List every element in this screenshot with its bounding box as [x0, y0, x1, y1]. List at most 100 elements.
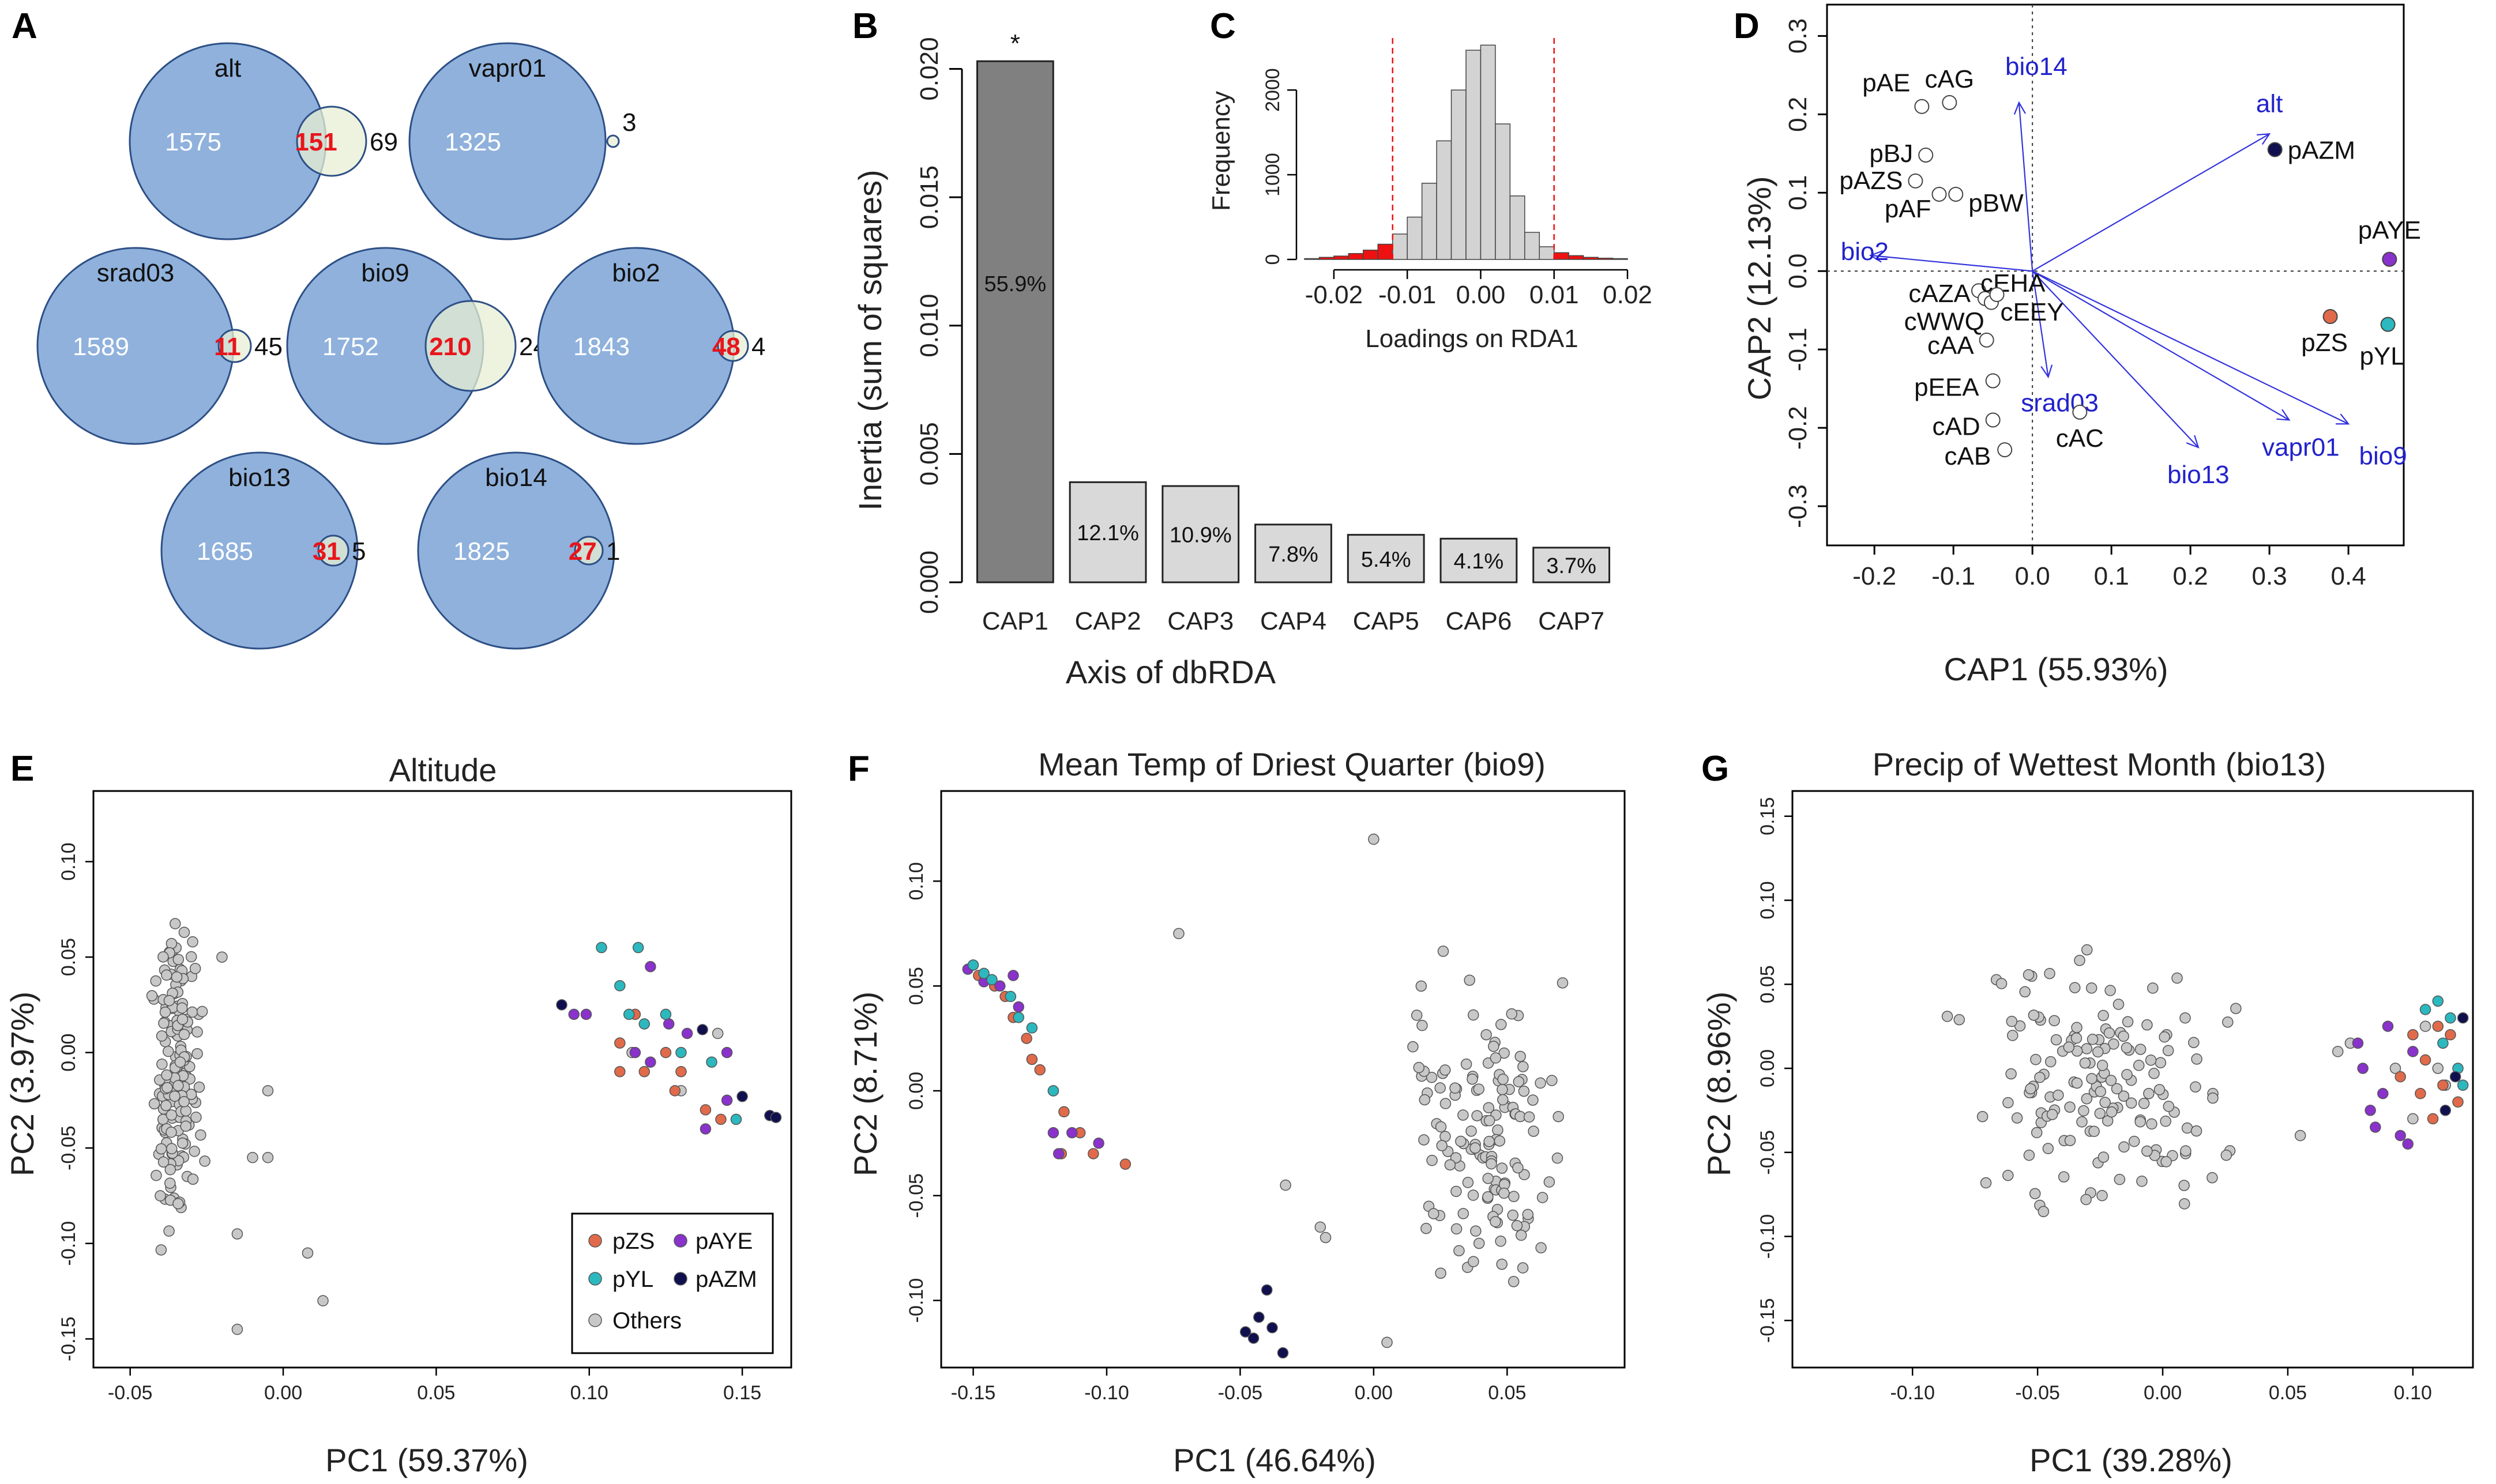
- chart-c-bin: [1318, 257, 1335, 260]
- chart-d-frame: [1826, 3, 2405, 547]
- chart-e-point-others: [190, 1112, 202, 1123]
- chart-e-point-others: [199, 1155, 210, 1167]
- chart-g-point-others: [2206, 1172, 2218, 1184]
- chart-c-bin: [1392, 233, 1408, 260]
- chart-e-point-others: [189, 963, 201, 974]
- chart-f-point-others: [1444, 1159, 1456, 1171]
- chart-g-point-others: [2044, 1056, 2057, 1068]
- chart-f-point-others: [1450, 1185, 1462, 1197]
- chart-d-point-label-pAE: pAE: [1862, 69, 1910, 97]
- chart-g-point-others: [2134, 1044, 2147, 1055]
- chart-g-point-others: [2097, 1010, 2109, 1022]
- chart-g-point-others: [2190, 1125, 2202, 1137]
- chart-g-point-others: [2028, 1010, 2040, 1021]
- chart-f-frame: [940, 790, 1626, 1369]
- panel-label-c: C: [1210, 6, 1236, 46]
- chart-g-point-paye: [2377, 1088, 2389, 1099]
- chart-f-point-others: [1415, 980, 1427, 992]
- venn-srad03-overlap: 11: [214, 333, 241, 361]
- chart-e-point-pyl: [614, 980, 626, 992]
- chart-d-point-label-cAG: cAG: [1925, 65, 1975, 93]
- chart-f-point-paye: [1093, 1138, 1104, 1149]
- chart-g-point-others: [2111, 1083, 2123, 1095]
- chart-f-point-others: [1457, 1109, 1469, 1121]
- chart-g-point-pyl: [2457, 1079, 2469, 1091]
- chart-c-xlabel: Loadings on RDA1: [1365, 325, 1578, 353]
- chart-f-point-others: [1471, 1110, 1483, 1121]
- chart-g-point-pzs: [2445, 1029, 2456, 1041]
- chart-g-point-others: [2081, 1043, 2093, 1054]
- chart-c-bin: [1480, 44, 1496, 260]
- chart-f-point-others: [1490, 1052, 1502, 1064]
- chart-g-point-others: [2138, 1098, 2150, 1109]
- chart-f-ytick-label: -0.10: [905, 1278, 927, 1323]
- chart-e-point-pzs: [715, 1113, 727, 1125]
- chart-g-point-others: [2179, 1198, 2190, 1210]
- chart-b-ylabel: Inertia (sum of squares): [852, 170, 888, 510]
- chart-e-point-pazm: [736, 1091, 748, 1102]
- chart-g-point-others: [2105, 1075, 2117, 1086]
- legend-label-pazm: pAZM: [696, 1267, 757, 1292]
- chart-f-point-others: [1449, 1082, 1461, 1094]
- chart-g-point-others: [2178, 1180, 2190, 1191]
- chart-d-env-label-alt: alt: [2256, 89, 2283, 118]
- chart-e-point-pzs: [614, 1066, 626, 1078]
- chart-e-point-paye: [645, 961, 656, 973]
- chart-e-point-pazm: [770, 1112, 782, 1123]
- chart-c-ytick-label: 1000: [1262, 153, 1284, 197]
- chart-g-ytick-label: 0.05: [1757, 965, 1779, 1003]
- chart-d-arrow-bio14: [2018, 102, 2033, 272]
- chart-d-arrowhead-bio14: [2013, 101, 2026, 115]
- chart-c-xtick-label: -0.02: [1305, 281, 1363, 309]
- chart-c-bin: [1524, 232, 1540, 260]
- panel-label-b: B: [852, 6, 878, 46]
- chart-g-point-others: [2042, 1143, 2054, 1154]
- chart-e-point-others: [231, 1228, 243, 1240]
- chart-d-point-label-cAA: cAA: [1927, 332, 1974, 360]
- chart-g-point-paye: [2394, 1129, 2406, 1142]
- chart-b-data-label: 12.1%: [1077, 521, 1139, 545]
- chart-f-point-others: [1413, 1061, 1425, 1074]
- chart-e-point-others: [161, 1069, 172, 1081]
- chart-f-point-others: [1368, 833, 1379, 845]
- chart-g-point-others: [2171, 972, 2183, 984]
- chart-g-point-pazm: [2449, 1071, 2461, 1083]
- venn-bio9-overlap: 210: [429, 333, 471, 361]
- chart-d-ytick-label: -0.2: [1784, 406, 1812, 450]
- chart-f-point-others: [1496, 1162, 1508, 1174]
- chart-g-point-others: [2023, 969, 2035, 981]
- chart-g-point-others: [2179, 1012, 2191, 1024]
- chart-d-point-label-pBW: pBW: [1968, 189, 2024, 217]
- chart-b-data-label: 55.9%: [984, 272, 1046, 296]
- chart-f-point-others: [1496, 1259, 1508, 1270]
- chart-d-point-label-pBJ: pBJ: [1869, 140, 1913, 168]
- chart-g-point-others: [2141, 1145, 2153, 1157]
- chart-e-point-others: [166, 1143, 178, 1155]
- chart-e-point-others: [185, 951, 197, 963]
- chart-f-point-others: [1418, 1134, 1430, 1146]
- chart-g-ytick-label: -0.15: [1757, 1298, 1779, 1343]
- chart-e-point-others: [160, 1099, 172, 1112]
- chart-d-point-label-pEEA: pEEA: [1914, 374, 1979, 402]
- chart-f-point-others: [1453, 1245, 1465, 1257]
- chart-e-point-others: [159, 1006, 171, 1018]
- chart-f-xtick-label: 0.00: [1355, 1382, 1393, 1404]
- chart-f-point-others: [1468, 1256, 1479, 1268]
- chart-b-xtick-label: CAP3: [1167, 607, 1234, 635]
- chart-c-bin: [1363, 250, 1379, 260]
- chart-g-point-others: [1976, 1110, 1988, 1123]
- chart-d-env-label-bio13: bio13: [2167, 461, 2230, 489]
- chart-e-point-others: [161, 969, 172, 981]
- chart-f-point-others: [1495, 1236, 1506, 1247]
- chart-f-point-others: [1518, 1169, 1530, 1181]
- chart-f-point-paye: [994, 980, 1006, 992]
- chart-f-point-others: [1320, 1231, 1332, 1244]
- chart-g-point-others: [2148, 1068, 2160, 1079]
- chart-e-point-pyl: [730, 1113, 742, 1125]
- chart-e-point-others: [178, 1029, 190, 1040]
- venn-bio14-unique: 1: [606, 537, 620, 566]
- chart-f-point-others: [1535, 1077, 1546, 1089]
- venn-srad03-name: srad03: [97, 259, 175, 287]
- chart-g-frame: [1791, 790, 2474, 1369]
- chart-b-bar: [1347, 534, 1425, 583]
